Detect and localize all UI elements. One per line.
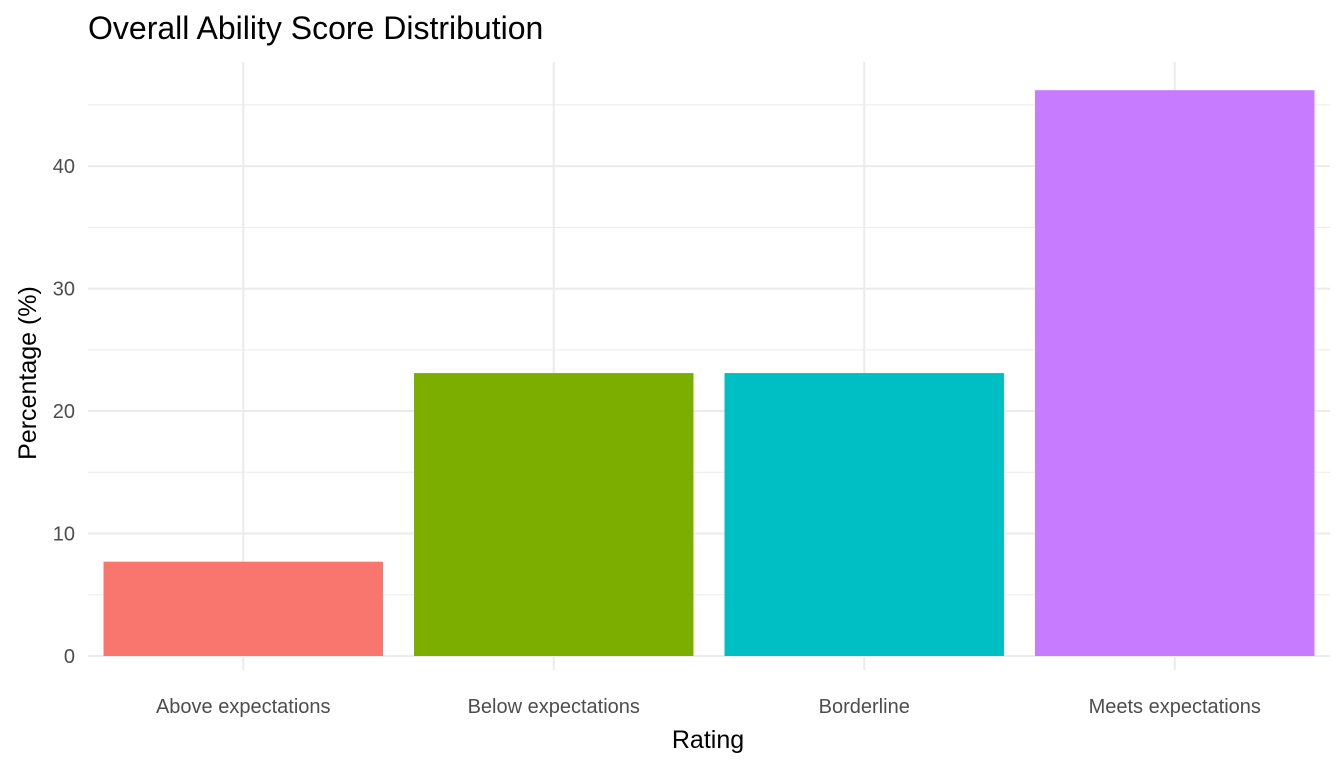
y-axis-title: Percentage (%) <box>14 286 42 460</box>
bars <box>103 90 1315 657</box>
x-axis-ticks: Above expectations Below expectations Bord… <box>156 696 1261 718</box>
x-tick-label: Meets expectations <box>1089 696 1261 718</box>
y-tick-label: 0 <box>64 646 75 668</box>
x-tick-label: Above expectations <box>156 696 331 718</box>
y-tick-label: 20 <box>53 401 75 423</box>
chart-title: Overall Ability Score Distribution <box>88 10 543 46</box>
x-axis-title: Rating <box>672 726 744 754</box>
y-tick-label: 10 <box>53 524 75 546</box>
y-tick-label: 40 <box>53 156 75 178</box>
y-axis-ticks: 0 10 20 30 40 <box>53 156 75 668</box>
bar-borderline <box>724 373 1004 656</box>
x-tick-label: Borderline <box>819 696 910 718</box>
bar-meets-expectations <box>1035 90 1315 657</box>
x-tick-label: Below expectations <box>468 696 640 718</box>
bar-above-expectations <box>103 561 383 656</box>
y-tick-label: 30 <box>53 279 75 301</box>
bar-below-expectations <box>414 373 694 656</box>
